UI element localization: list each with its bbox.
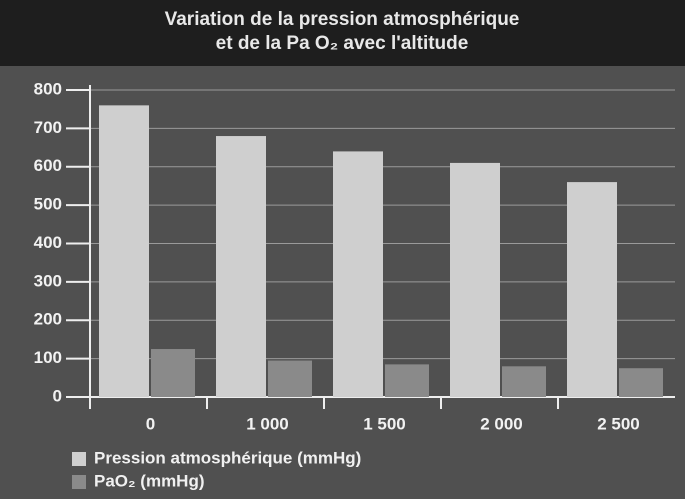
bar (151, 349, 195, 397)
y-tick-label: 200 (34, 310, 62, 329)
chart-title: Variation de la pression atmosphérique (165, 9, 520, 30)
bar (385, 364, 429, 397)
legend-label: PaO₂ (mmHg) (94, 471, 205, 490)
x-tick-label: 1 000 (246, 414, 289, 433)
bar (567, 182, 617, 397)
bar (450, 162, 500, 397)
bar (216, 136, 266, 398)
y-tick-label: 0 (53, 386, 62, 405)
title-band (0, 0, 685, 66)
y-tick-label: 800 (34, 79, 62, 98)
bar (99, 105, 149, 397)
y-tick-label: 600 (34, 156, 62, 175)
x-tick-label: 2 000 (480, 414, 523, 433)
x-tick-label: 1 500 (363, 414, 406, 433)
y-tick-label: 300 (34, 271, 62, 290)
legend-label: Pression atmosphérique (mmHg) (94, 448, 361, 467)
legend-swatch (72, 475, 86, 489)
y-tick-label: 700 (34, 118, 62, 137)
bar (333, 151, 383, 397)
bar (268, 360, 312, 397)
y-tick-label: 100 (34, 348, 62, 367)
x-tick-label: 0 (146, 414, 155, 433)
y-tick-label: 400 (34, 233, 62, 252)
y-tick-label: 500 (34, 195, 62, 214)
bar (502, 366, 546, 397)
legend-swatch (72, 452, 86, 466)
chart-title: et de la Pa O₂ avec l'altitude (216, 33, 469, 54)
x-tick-label: 2 500 (597, 414, 640, 433)
bar (619, 368, 663, 397)
